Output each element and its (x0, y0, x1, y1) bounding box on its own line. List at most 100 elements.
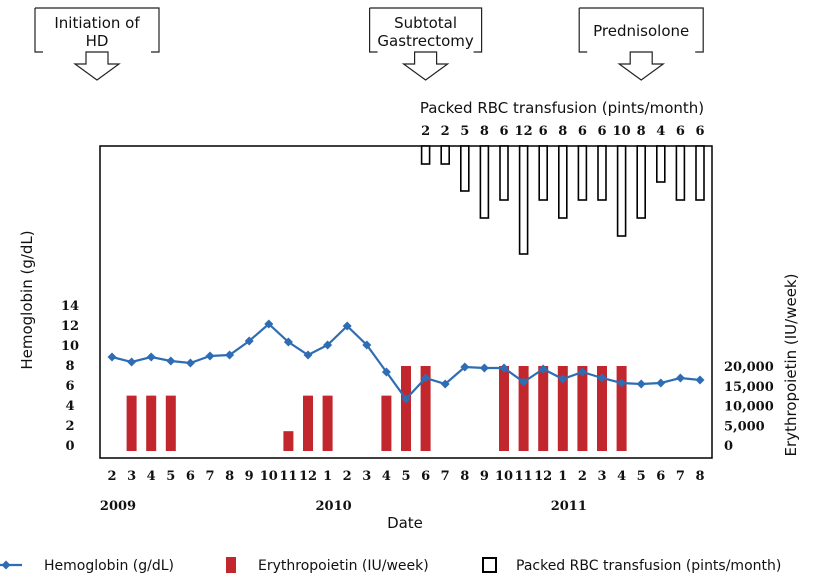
y-axis-ticks: 0 2 4 6 8 10 12 14 (61, 299, 79, 454)
transfusion-value: 6 (578, 124, 587, 139)
transfusion-bar (577, 145, 588, 201)
x-tick-label: 7 (441, 469, 450, 484)
hemoglobin-point (656, 378, 666, 388)
callout-box (369, 7, 483, 53)
x-tick-label: 10 (260, 469, 278, 484)
x-tick-label: 12 (534, 469, 552, 484)
y2-tick-label: 10,000 (724, 400, 774, 415)
x-tick-label: 12 (299, 469, 317, 484)
hemoglobin-point (597, 373, 607, 383)
transfusion-value: 8 (637, 124, 646, 139)
hemoglobin-point (675, 373, 685, 383)
transfusion-values: 2 2 5 8 6 12 6 8 6 6 10 8 4 6 6 (421, 124, 704, 139)
erythropoietin-bar (518, 366, 529, 451)
erythropoietin-bar (126, 395, 137, 451)
erythropoietin-bar (538, 366, 549, 451)
x-tick-label: 6 (186, 469, 195, 484)
y-tick-label: 14 (61, 299, 79, 314)
erythropoietin-bar (420, 366, 431, 451)
callout-label: Prednisolone (593, 22, 689, 40)
x-tick-label: 8 (695, 469, 704, 484)
transfusion-bar (479, 145, 490, 219)
x-tick-label: 8 (460, 469, 469, 484)
transfusion-bar (557, 145, 568, 219)
erythropoietin-bar (303, 395, 313, 451)
x-tick-label: 1 (323, 469, 332, 484)
hemoglobin-point (146, 352, 156, 362)
transfusion-value: 8 (480, 124, 489, 139)
x-tick-label: 4 (147, 469, 156, 484)
hemoglobin-point (519, 377, 529, 387)
callout-box (578, 7, 704, 53)
y2-axis-label: Erythropoietin (IU/week) (782, 274, 800, 457)
y-tick-label: 0 (65, 439, 74, 454)
transfusion-bar (695, 145, 705, 201)
transfusion-value: 6 (539, 124, 548, 139)
year-label: 2010 (316, 499, 352, 514)
y2-tick-label: 15,000 (724, 380, 774, 395)
x-tick-label: 6 (656, 469, 665, 484)
transfusion-bar (538, 145, 549, 201)
x-tick-label: 1 (558, 469, 567, 484)
x-tick-label: 7 (205, 469, 214, 484)
transfusion-bar (420, 145, 431, 165)
hemoglobin-point (303, 350, 313, 360)
transfusion-value: 8 (558, 124, 567, 139)
erythropoietin-bar (616, 366, 627, 451)
x-axis-ticks: 2 3 4 5 6 7 8 9 10 11 12 1 2 3 4 5 6 7 8 9 10 11 12 1 2 3 4 5 6 7 8 (107, 469, 704, 484)
erythropoietin-bar (577, 366, 588, 451)
hemoglobin-series (107, 319, 705, 404)
y2-tick-label: 20,000 (724, 360, 774, 375)
transfusion-value: 4 (656, 124, 665, 139)
hemoglobin-point (538, 364, 548, 374)
erythropoietin-bar (146, 395, 157, 451)
hemoglobin-point (617, 378, 627, 388)
hemoglobin-point (381, 367, 391, 377)
y-tick-label: 6 (65, 379, 74, 394)
erythropoietin-bar (322, 395, 333, 451)
year-label: 2011 (551, 499, 587, 514)
callout-label: HD (86, 32, 109, 50)
hemoglobin-point (244, 336, 254, 346)
erythropoietin-bar (557, 366, 568, 451)
hemoglobin-point (323, 340, 333, 350)
hemoglobin-point (695, 375, 705, 385)
transfusion-value: 6 (695, 124, 704, 139)
year-label: 2009 (100, 499, 136, 514)
x-tick-label: 3 (127, 469, 136, 484)
y-tick-label: 8 (65, 359, 74, 374)
transfusion-value: 6 (676, 124, 685, 139)
transfusion-bars (420, 145, 705, 255)
x-tick-label: 6 (421, 469, 430, 484)
callout-arrow-icon (73, 51, 121, 81)
transfusion-bar (655, 145, 666, 183)
y2-axis-ticks: 0 5,000 10,000 15,000 20,000 (724, 360, 774, 454)
hemoglobin-point (342, 321, 352, 331)
x-tick-label: 5 (401, 469, 410, 484)
legend-label: Erythropoietin (IU/week) (258, 558, 429, 574)
hemoglobin-point (460, 362, 470, 372)
legend-label: Hemoglobin (g/dL) (44, 558, 174, 574)
x-tick-label: 5 (637, 469, 646, 484)
callout-label: Initiation of (54, 14, 140, 32)
x-tick-label: 9 (480, 469, 489, 484)
y2-tick-label: 0 (724, 439, 733, 454)
x-tick-label: 7 (676, 469, 685, 484)
transfusion-bar (459, 145, 470, 192)
transfusion-bar (616, 145, 627, 237)
transfusion-bar (636, 145, 647, 219)
hemoglobin-point (499, 363, 509, 373)
transfusion-value: 10 (613, 124, 631, 139)
legend-label: Packed RBC transfusion (pints/month) (516, 558, 781, 574)
x-tick-label: 2 (107, 469, 116, 484)
hemoglobin-point (283, 337, 293, 347)
transfusion-label: Packed RBC transfusion (pints/month) (420, 99, 704, 117)
x-tick-label: 2 (343, 469, 352, 484)
x-tick-label: 3 (597, 469, 606, 484)
hemoglobin-point (440, 379, 450, 389)
transfusion-value: 5 (460, 124, 469, 139)
erythropoietin-bar (499, 366, 509, 451)
year-labels: 2009 2010 2011 (100, 499, 587, 514)
x-tick-label: 10 (495, 469, 513, 484)
hemoglobin-point (127, 357, 137, 367)
